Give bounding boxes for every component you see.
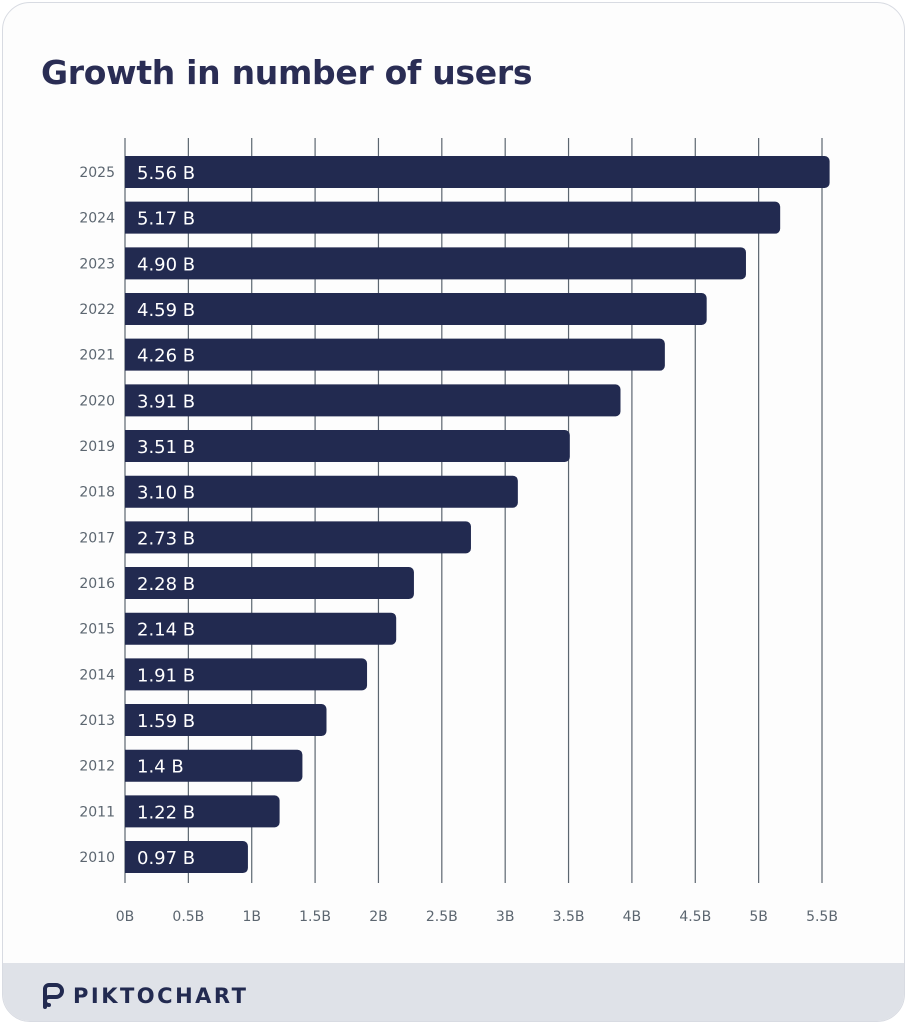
bar-data-label: 5.17 B — [137, 209, 195, 230]
y-category-label: 2021 — [79, 348, 115, 364]
bar-data-label: 3.91 B — [137, 391, 195, 412]
bar — [125, 795, 280, 828]
bar-data-label: 4.59 B — [137, 300, 195, 321]
chart-title: Growth in number of users — [41, 53, 533, 92]
y-category-label: 2024 — [79, 211, 115, 227]
x-tick-label: 1.5B — [299, 909, 331, 925]
y-category-label: 2012 — [79, 759, 115, 775]
footer: PIKTOCHART — [3, 963, 904, 1021]
bar-data-label: 1.4 B — [137, 757, 184, 778]
x-tick-label: 2.5B — [426, 909, 458, 925]
bar-data-label: 4.26 B — [137, 346, 195, 367]
bar — [125, 293, 707, 326]
bar-data-label: 0.97 B — [137, 848, 195, 869]
x-tick-label: 4B — [623, 909, 642, 925]
bar-data-label: 3.10 B — [137, 483, 195, 504]
x-tick-label: 0B — [116, 909, 135, 925]
bar — [125, 156, 830, 188]
y-category-label: 2019 — [79, 439, 115, 455]
bar — [125, 749, 303, 782]
bar-data-label: 1.59 B — [137, 711, 195, 732]
x-tick-label: 0.5B — [172, 909, 204, 925]
bar — [125, 704, 327, 737]
y-category-label: 2017 — [79, 530, 115, 546]
y-category-label: 2013 — [79, 713, 115, 729]
y-category-label: 2016 — [79, 576, 115, 592]
x-tick-label: 3B — [496, 909, 515, 925]
bar-data-label: 2.14 B — [137, 620, 195, 641]
x-tick-label: 1B — [242, 909, 261, 925]
bar — [125, 567, 414, 600]
y-category-label: 2018 — [79, 485, 115, 501]
bar-data-label: 3.51 B — [137, 437, 195, 458]
piktochart-logo[interactable]: PIKTOCHART — [41, 983, 248, 1009]
x-tick-label: 3.5B — [553, 909, 585, 925]
bar-data-label: 2.28 B — [137, 574, 195, 595]
bar — [125, 475, 518, 508]
bar — [124, 841, 248, 874]
y-category-label: 2014 — [79, 667, 115, 683]
bar — [125, 247, 746, 280]
bar — [125, 612, 397, 645]
bar-data-label: 5.56 B — [137, 163, 195, 184]
x-tick-label: 5B — [749, 909, 768, 925]
bar — [125, 521, 471, 554]
x-tick-label: 2B — [369, 909, 388, 925]
bar — [125, 430, 570, 463]
bar-data-label: 2.73 B — [137, 528, 195, 549]
piktochart-logo-icon — [43, 983, 64, 1009]
y-category-label: 2010 — [79, 850, 115, 866]
y-category-label: 2023 — [79, 256, 115, 272]
y-category-label: 2011 — [79, 804, 115, 820]
bar-data-label: 4.90 B — [137, 254, 195, 275]
bar — [125, 338, 665, 371]
bar — [125, 384, 621, 417]
bar-data-label: 1.22 B — [137, 802, 195, 823]
bar — [124, 658, 368, 691]
x-tick-label: 5.5B — [806, 909, 838, 925]
bar-data-label: 1.91 B — [137, 665, 195, 686]
y-category-label: 2015 — [79, 622, 115, 638]
y-category-label: 2025 — [79, 165, 115, 181]
bar-chart: 0B 0.5B 1B 1.5B 2B 2.5B 3B 3.5B 4B 4.5B 5B 5.5B 2025… — [79, 138, 838, 925]
y-category-label: 2022 — [79, 302, 115, 318]
y-category-label: 2020 — [79, 393, 115, 409]
brand-name: PIKTOCHART — [73, 984, 249, 1008]
bar — [125, 201, 781, 234]
x-tick-label: 4.5B — [679, 909, 711, 925]
